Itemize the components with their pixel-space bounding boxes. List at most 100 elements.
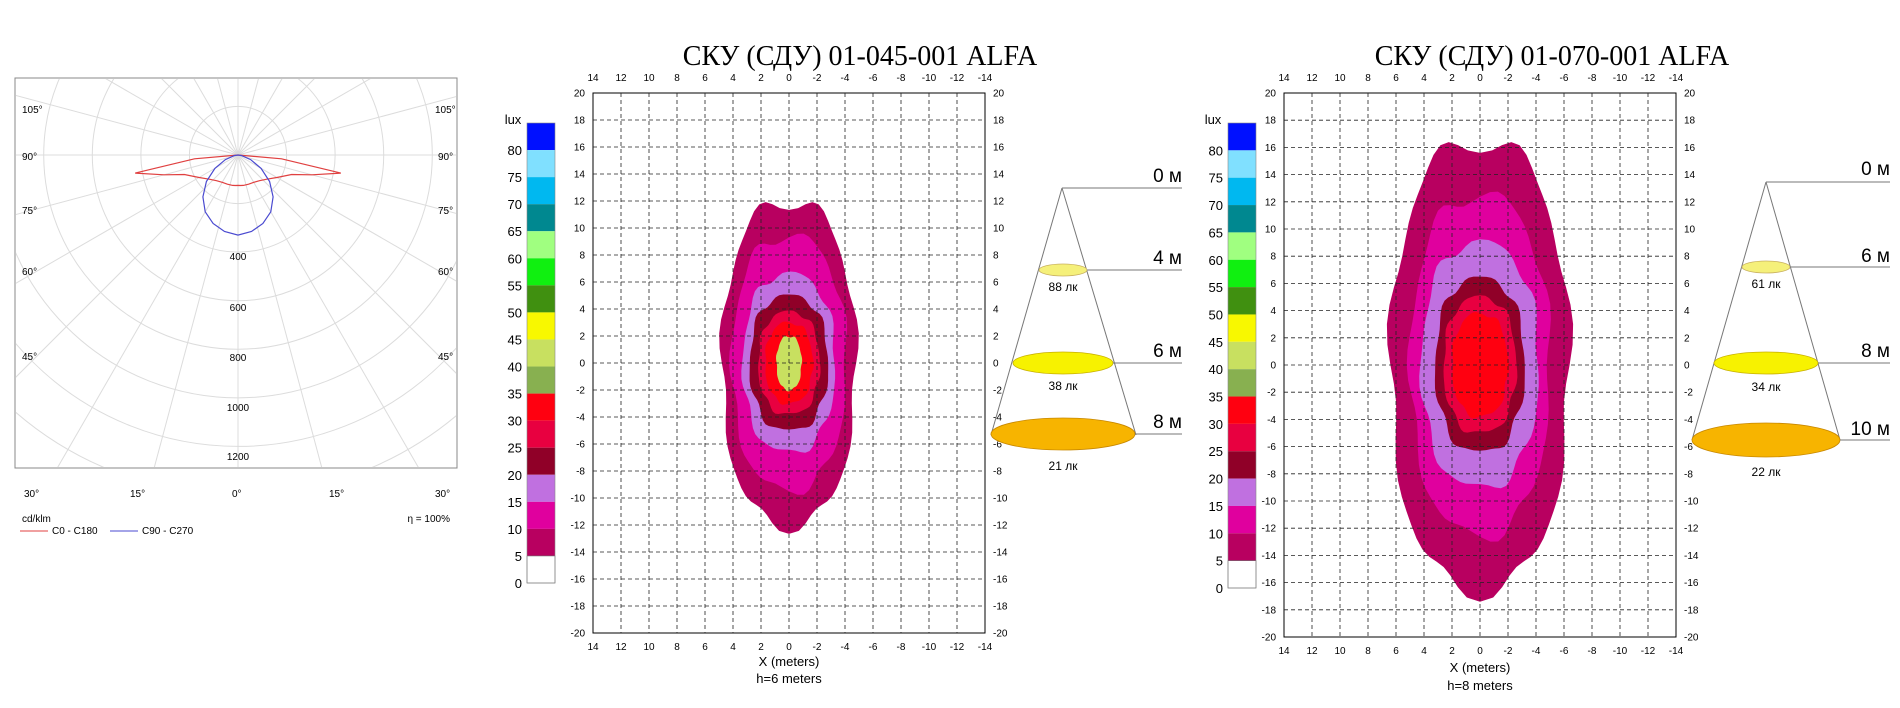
legend-level-label: 45 — [508, 332, 522, 347]
y-tick-label: -16 — [571, 575, 586, 586]
y-tick-label: 14 — [574, 170, 586, 181]
y-tick-label: -20 — [1684, 633, 1699, 644]
y-tick-label: 6 — [1684, 279, 1690, 290]
y-tick-label: -10 — [1684, 497, 1699, 508]
legend-swatch — [1228, 561, 1256, 588]
x-tick-label: 12 — [615, 642, 627, 653]
legend-swatch — [527, 231, 555, 258]
polar-legend-c0-c180: C0 - C180 — [52, 526, 98, 537]
y-tick-label: 0 — [993, 359, 999, 370]
y-tick-label: -14 — [993, 548, 1008, 559]
x-tick-label: -6 — [1560, 73, 1569, 84]
y-tick-label: -10 — [1262, 497, 1277, 508]
y-tick-label: -12 — [571, 521, 586, 532]
legend-level-label: 75 — [508, 170, 522, 185]
polar-angle-label: 45° — [22, 352, 37, 363]
x-tick-label: 6 — [702, 73, 708, 84]
cone-height-label: 0 м — [1861, 159, 1890, 180]
cone-height-label: 6 м — [1153, 341, 1182, 362]
x-tick-label: -14 — [978, 642, 993, 653]
y-tick-label: 2 — [993, 332, 999, 343]
x-tick-label: -14 — [978, 73, 993, 84]
legend-070: 80 75 70 65 60 55 50 45 40 35 30 25 20 1… — [1209, 123, 1256, 596]
cone-height-label: 10 м — [1851, 419, 1890, 440]
polar-angle-label: 75° — [438, 206, 453, 217]
y-tick-label: 4 — [1684, 306, 1690, 317]
x-tick-label: 0 — [786, 642, 792, 653]
legend-swatch — [527, 475, 555, 502]
polar-radial-label: 1000 — [227, 403, 250, 414]
y-tick-label: 8 — [1270, 252, 1276, 263]
legend-level-label: 5 — [1216, 554, 1223, 569]
y-tick-label: 12 — [574, 197, 586, 208]
y-tick-label: -6 — [1684, 442, 1693, 453]
x-tick-label: 10 — [643, 642, 655, 653]
cone-light-spot — [1742, 261, 1790, 273]
y-tick-label: -2 — [576, 386, 585, 397]
legend-level-label: 70 — [508, 197, 522, 212]
x-tick-label: 12 — [1306, 73, 1318, 84]
x-tick-label: 4 — [1421, 646, 1427, 657]
legend-labels-045: 80 75 70 65 60 55 50 45 40 35 30 25 20 1… — [508, 143, 522, 591]
x-axis-label-070: X (meters) — [1450, 660, 1511, 675]
y-tick-label: -18 — [571, 602, 586, 613]
y-ticks-right-070: 20 18 16 14 12 10 8 6 4 2 0 -2 -4 -6 -8 … — [1684, 89, 1699, 644]
legend-level-label: 75 — [1209, 171, 1223, 186]
isolux-panel-070: СКУ (СДУ) 01-070-001 ALFA lux 80 75 70 6… — [1205, 41, 1890, 693]
legend-level-label: 20 — [1209, 472, 1223, 487]
y-tick-label: -8 — [1267, 469, 1276, 480]
legend-level-label: 45 — [1209, 335, 1223, 350]
y-tick-label: 8 — [993, 251, 999, 262]
legend-level-label: 25 — [1209, 444, 1223, 459]
y-ticks-left-045: 20 18 16 14 12 10 8 6 4 2 0 -2 -4 -6 -8 … — [571, 89, 586, 640]
polar-unit-label: cd/klm — [22, 514, 51, 525]
y-tick-label: -20 — [1262, 633, 1277, 644]
polar-angle-label: 90° — [438, 152, 453, 163]
x-tick-label: 12 — [1306, 646, 1318, 657]
x-tick-label: 6 — [1393, 73, 1399, 84]
legend-level-label: 50 — [1209, 307, 1223, 322]
x-tick-label: -4 — [1532, 646, 1541, 657]
legend-swatch — [1228, 451, 1256, 478]
x-ticks-bottom-045: 14 12 10 8 6 4 2 0 -2 -4 -6 -8 -10 -12 -… — [587, 642, 992, 653]
x-tick-label: -2 — [1504, 73, 1513, 84]
y-tick-label: -12 — [1262, 524, 1277, 535]
y-tick-label: -16 — [993, 575, 1008, 586]
y-tick-label: 12 — [993, 197, 1005, 208]
polar-angle-label: 90° — [22, 152, 37, 163]
cone-height-label: 8 м — [1861, 341, 1890, 362]
x-tick-label: 10 — [643, 73, 655, 84]
x-tick-label: 8 — [1365, 73, 1371, 84]
legend-swatch — [1228, 150, 1256, 177]
y-tick-label: 0 — [579, 359, 585, 370]
x-tick-label: 8 — [1365, 646, 1371, 657]
x-tick-label: -12 — [950, 73, 965, 84]
cone-height-label: 6 м — [1861, 246, 1890, 267]
y-tick-label: -8 — [993, 467, 1002, 478]
y-tick-label: -4 — [576, 413, 585, 424]
x-tick-label: 14 — [1278, 646, 1290, 657]
y-tick-label: 6 — [1270, 279, 1276, 290]
x-tick-label: -6 — [869, 73, 878, 84]
cone-light-spot — [991, 418, 1135, 450]
legend-level-label: 5 — [515, 549, 522, 564]
y-tick-label: 20 — [993, 89, 1005, 100]
x-tick-label: -6 — [869, 642, 878, 653]
y-tick-label: -20 — [571, 629, 586, 640]
legend-level-label: 80 — [1209, 143, 1223, 158]
polar-angle-label: 105° — [22, 105, 43, 116]
x-tick-label: -2 — [813, 642, 822, 653]
y-tick-label: 4 — [993, 305, 999, 316]
x-tick-label: -10 — [922, 73, 937, 84]
legend-level-label: 80 — [508, 143, 522, 158]
x-tick-label: -14 — [1669, 646, 1684, 657]
x-tick-label: 8 — [674, 73, 680, 84]
legend-level-label: 0 — [515, 576, 522, 591]
legend-level-label: 35 — [1209, 390, 1223, 405]
legend-level-label: 25 — [508, 441, 522, 456]
y-tick-label: -20 — [993, 629, 1008, 640]
y-tick-label: 18 — [993, 116, 1005, 127]
y-tick-label: 14 — [1684, 170, 1696, 181]
y-ticks-left-070: 20 18 16 14 12 10 8 6 4 2 0 -2 -4 -6 -8 … — [1262, 89, 1277, 644]
x-tick-label: -12 — [1641, 73, 1656, 84]
